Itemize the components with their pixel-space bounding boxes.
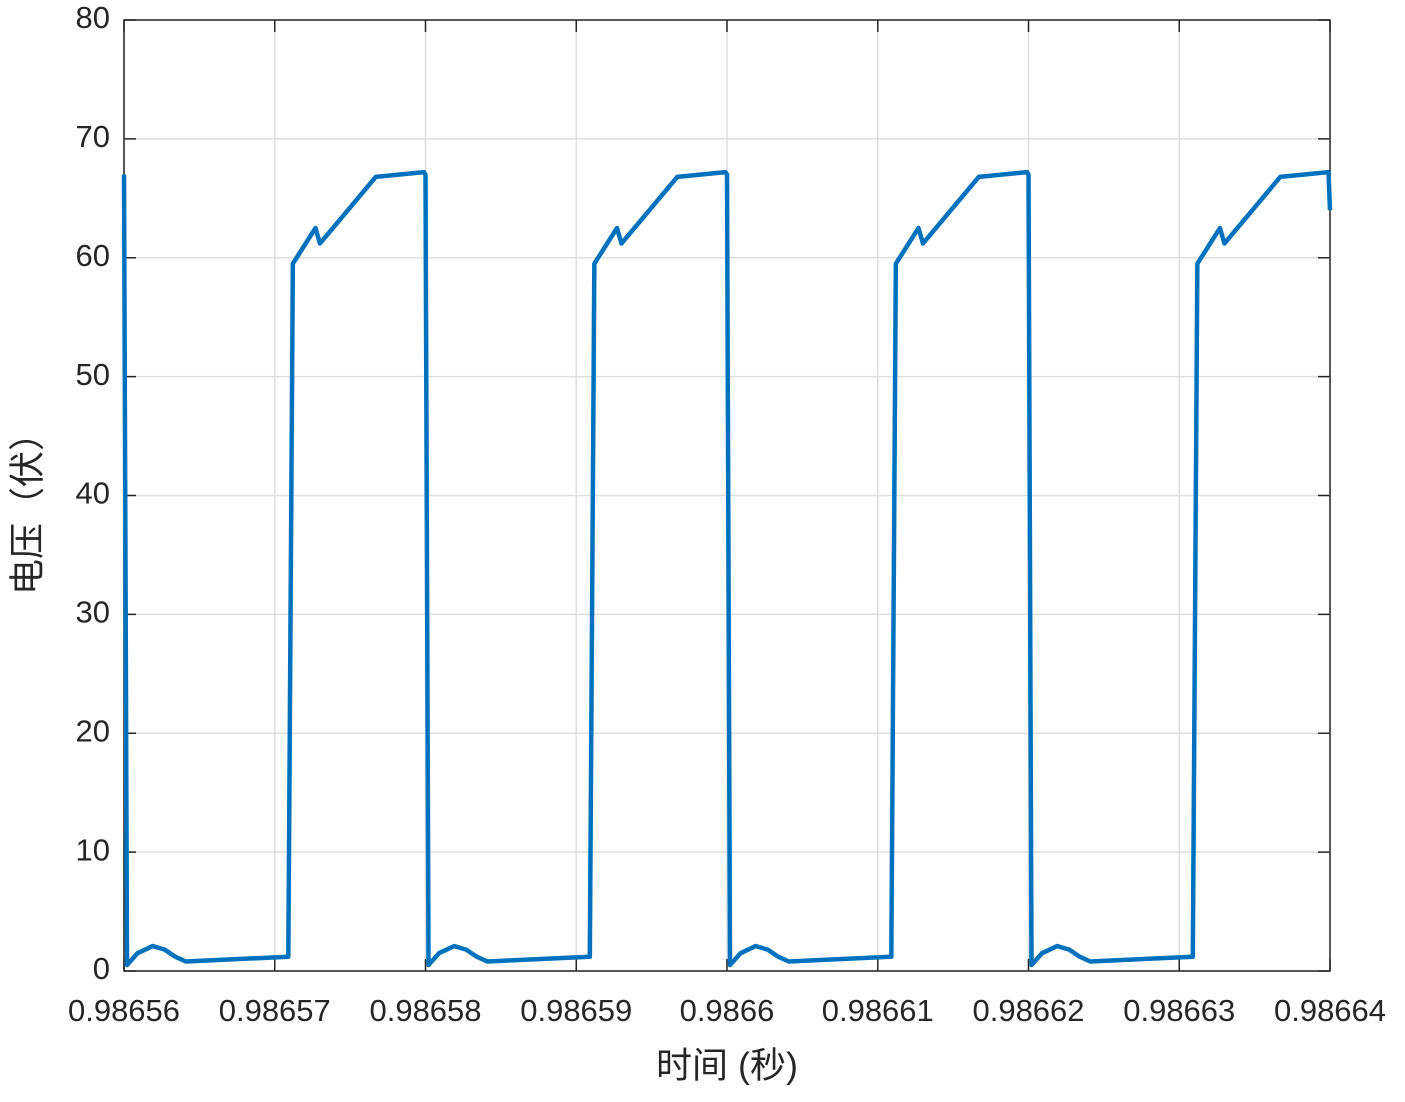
x-tick-label: 0.98662 (972, 993, 1084, 1028)
data-line (121, 169, 1333, 968)
x-tick-label: 0.9866 (680, 993, 775, 1028)
x-tick-label: 0.98663 (1123, 993, 1235, 1028)
y-tick-label: 70 (76, 119, 110, 154)
y-tick-label: 40 (76, 476, 110, 511)
x-tick-label: 0.98657 (219, 993, 331, 1028)
y-tick-label: 10 (76, 832, 110, 867)
y-tick-label: 30 (76, 595, 110, 630)
x-tick-label: 0.98659 (520, 993, 632, 1028)
y-tick-label: 20 (76, 713, 110, 748)
x-tick-label: 0.98664 (1274, 993, 1386, 1028)
x-axis-label: 时间 (秒) (656, 1045, 798, 1086)
y-axis-label: 电压（伏） (7, 415, 48, 595)
x-tick-label: 0.98656 (68, 993, 180, 1028)
y-tick-label: 50 (76, 357, 110, 392)
y-tick-label: 60 (76, 238, 110, 273)
y-tick-label: 80 (76, 0, 110, 35)
y-tick-label: 0 (93, 951, 110, 986)
x-tick-label: 0.98658 (369, 993, 481, 1028)
x-tick-label: 0.98661 (822, 993, 934, 1028)
